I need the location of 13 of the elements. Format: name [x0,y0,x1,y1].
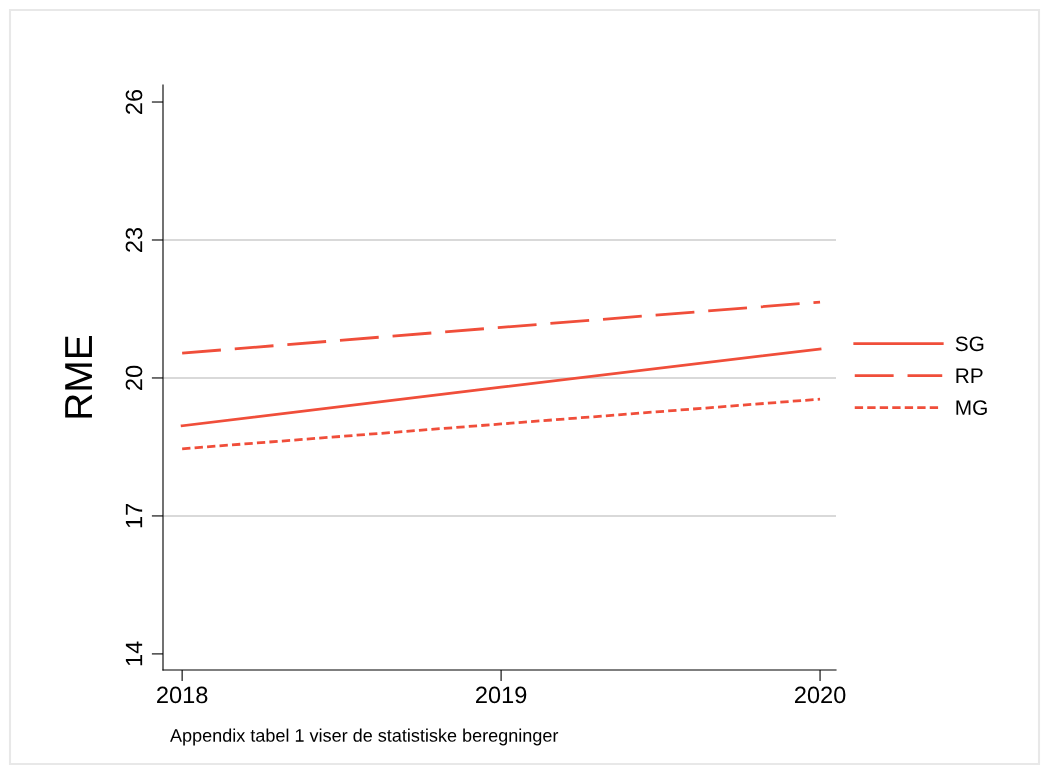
x-tick-label: 2018 [157,686,208,704]
text: Appendix tabel 1 viser de statistiske beregninger [170,728,559,746]
legend-label: SG [955,336,984,352]
y-tick-label: 26 [125,89,143,114]
y-tick-label: 14 [125,641,143,666]
x-tick-label: 2020 [794,686,846,704]
x-tick-label: 2019 [476,686,527,704]
legend-label: RP [956,368,983,383]
y-tick-label: 17 [125,503,143,528]
y-axis-title: RME [65,335,92,418]
y-tick-label: 23 [125,227,143,252]
legend-label: MG [956,400,987,416]
y-tick-label: 20 [125,365,143,390]
